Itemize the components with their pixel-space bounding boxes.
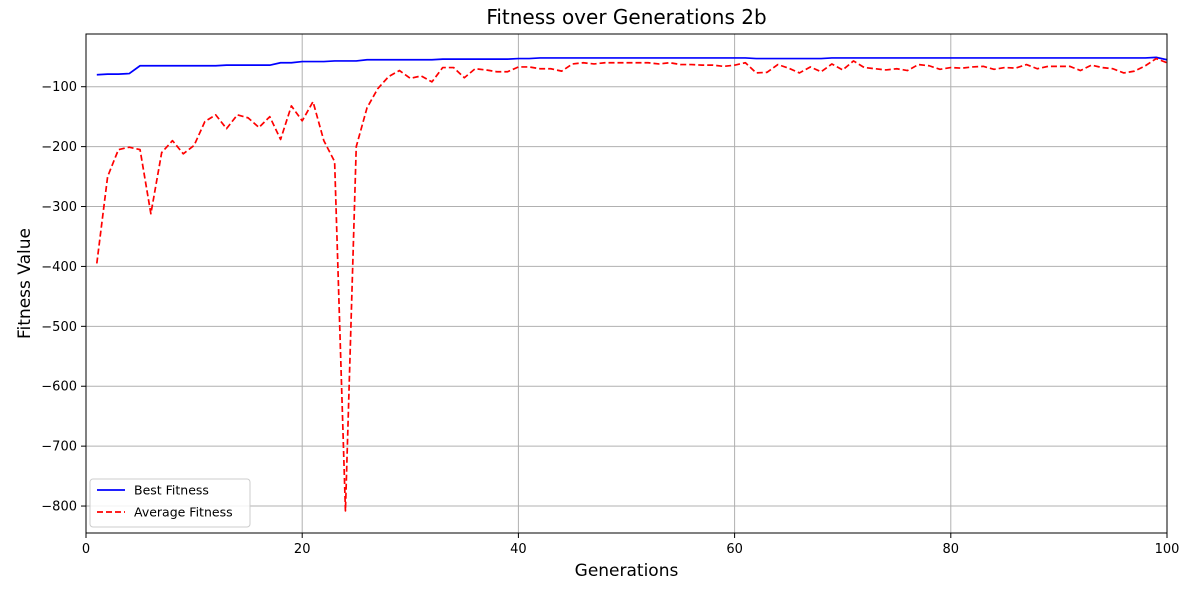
- x-tick-label: 100: [1155, 542, 1180, 557]
- y-tick-label: −300: [41, 200, 77, 215]
- y-tick-label: −500: [41, 320, 77, 335]
- legend-label-average: Average Fitness: [134, 505, 233, 520]
- x-tick-label: 80: [943, 542, 960, 557]
- y-tick-label: −100: [41, 80, 77, 95]
- x-axis-label: Generations: [575, 561, 679, 581]
- best-fitness-line: [96, 56, 1167, 76]
- average-fitness-line: [95, 57, 1167, 512]
- y-tick-label: −400: [41, 260, 77, 275]
- x-tick-label: 20: [294, 542, 311, 557]
- plot-frame: [85, 33, 1168, 534]
- y-tick-label: −600: [41, 380, 77, 395]
- legend-label-best: Best Fitness: [134, 483, 209, 498]
- legend: Best Fitness Average Fitness: [89, 478, 251, 528]
- x-tick-label: 0: [82, 542, 90, 557]
- chart-title: Fitness over Generations 2b: [486, 5, 766, 29]
- plot-area: [95, 56, 1167, 512]
- legend-box: [89, 478, 251, 528]
- x-tick-label: 40: [510, 542, 527, 557]
- y-tick-label: −200: [41, 140, 77, 155]
- y-tick-label: −700: [41, 440, 77, 455]
- grid-lines: [86, 34, 1167, 533]
- x-tick-label: 60: [726, 542, 743, 557]
- y-axis-label: Fitness Value: [15, 228, 35, 339]
- y-tick-label: −800: [41, 500, 77, 515]
- axis-ticks: 0 20 40 60 80 100 −100 −200 −300 −400 −500 −600 −700…: [41, 80, 1179, 557]
